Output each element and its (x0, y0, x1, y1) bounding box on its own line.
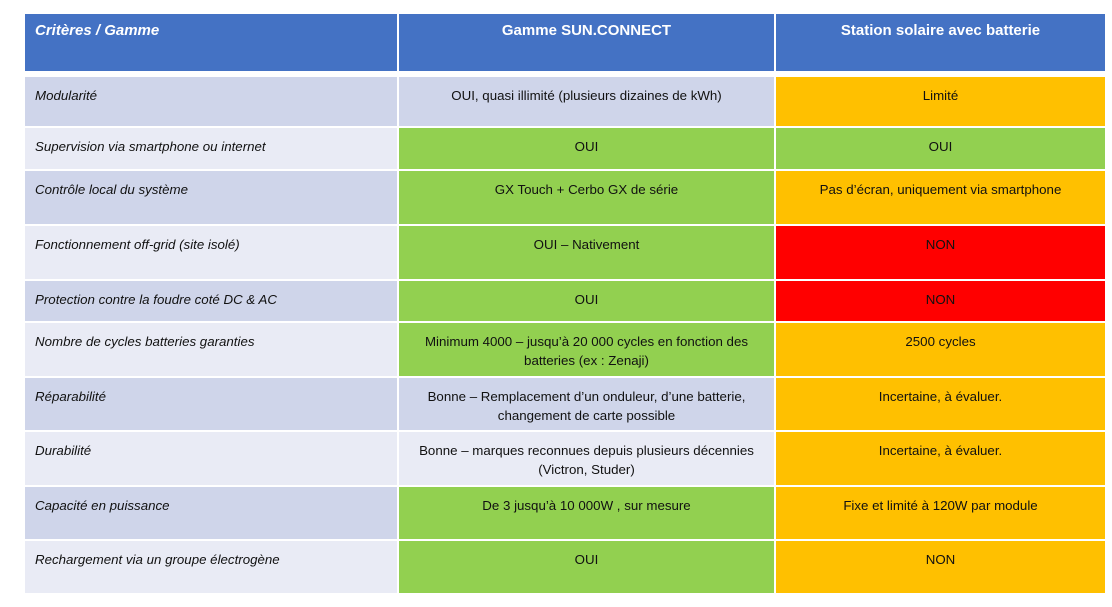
station-cell: NON (776, 226, 1105, 281)
criterion-cell: Nombre de cycles batteries garanties (25, 323, 399, 378)
table-row: Supervision via smartphone ou internet O… (25, 128, 1105, 171)
header-criteria: Critères / Gamme (25, 14, 399, 73)
criterion-cell: Réparabilité (25, 378, 399, 432)
table-row: Réparabilité Bonne – Remplacement d’un o… (25, 378, 1105, 432)
table-row: Rechargement via un groupe électrogène O… (25, 541, 1105, 595)
sun-connect-cell: De 3 jusqu’à 10 000W , sur mesure (399, 487, 776, 541)
table-row: Capacité en puissance De 3 jusqu’à 10 00… (25, 487, 1105, 541)
station-cell: 2500 cycles (776, 323, 1105, 378)
table-row: Nombre de cycles batteries garanties Min… (25, 323, 1105, 378)
table-row: Protection contre la foudre coté DC & AC… (25, 281, 1105, 323)
comparison-table: Critères / Gamme Gamme SUN.CONNECT Stati… (25, 14, 1105, 595)
header-sun-connect: Gamme SUN.CONNECT (399, 14, 776, 73)
station-cell: Pas d’écran, uniquement via smartphone (776, 171, 1105, 226)
table-header-row: Critères / Gamme Gamme SUN.CONNECT Stati… (25, 14, 1105, 73)
sun-connect-cell: OUI, quasi illimité (plusieurs dizaines … (399, 77, 776, 128)
criterion-cell: Modularité (25, 77, 399, 128)
criterion-cell: Rechargement via un groupe électrogène (25, 541, 399, 595)
sun-connect-cell: OUI (399, 541, 776, 595)
criterion-cell: Durabilité (25, 432, 399, 487)
criterion-cell: Fonctionnement off-grid (site isolé) (25, 226, 399, 281)
table-row: Fonctionnement off-grid (site isolé) OUI… (25, 226, 1105, 281)
sun-connect-cell: OUI – Nativement (399, 226, 776, 281)
station-cell: NON (776, 281, 1105, 323)
header-station: Station solaire avec batterie (776, 14, 1105, 73)
sun-connect-cell: Minimum 4000 – jusqu’à 20 000 cycles en … (399, 323, 776, 378)
header-divider (25, 73, 1105, 77)
table-row: Durabilité Bonne – marques reconnues dep… (25, 432, 1105, 487)
criterion-cell: Capacité en puissance (25, 487, 399, 541)
station-cell: Fixe et limité à 120W par module (776, 487, 1105, 541)
sun-connect-cell: GX Touch + Cerbo GX de série (399, 171, 776, 226)
sun-connect-cell: OUI (399, 128, 776, 171)
sun-connect-cell: Bonne – marques reconnues depuis plusieu… (399, 432, 776, 487)
station-cell: Incertaine, à évaluer. (776, 378, 1105, 432)
criterion-cell: Protection contre la foudre coté DC & AC (25, 281, 399, 323)
station-cell: NON (776, 541, 1105, 595)
sun-connect-cell: Bonne – Remplacement d’un onduleur, d’un… (399, 378, 776, 432)
table-row: Contrôle local du système GX Touch + Cer… (25, 171, 1105, 226)
table-row: Modularité OUI, quasi illimité (plusieur… (25, 77, 1105, 128)
station-cell: Incertaine, à évaluer. (776, 432, 1105, 487)
station-cell: OUI (776, 128, 1105, 171)
criterion-cell: Supervision via smartphone ou internet (25, 128, 399, 171)
criterion-cell: Contrôle local du système (25, 171, 399, 226)
station-cell: Limité (776, 77, 1105, 128)
sun-connect-cell: OUI (399, 281, 776, 323)
